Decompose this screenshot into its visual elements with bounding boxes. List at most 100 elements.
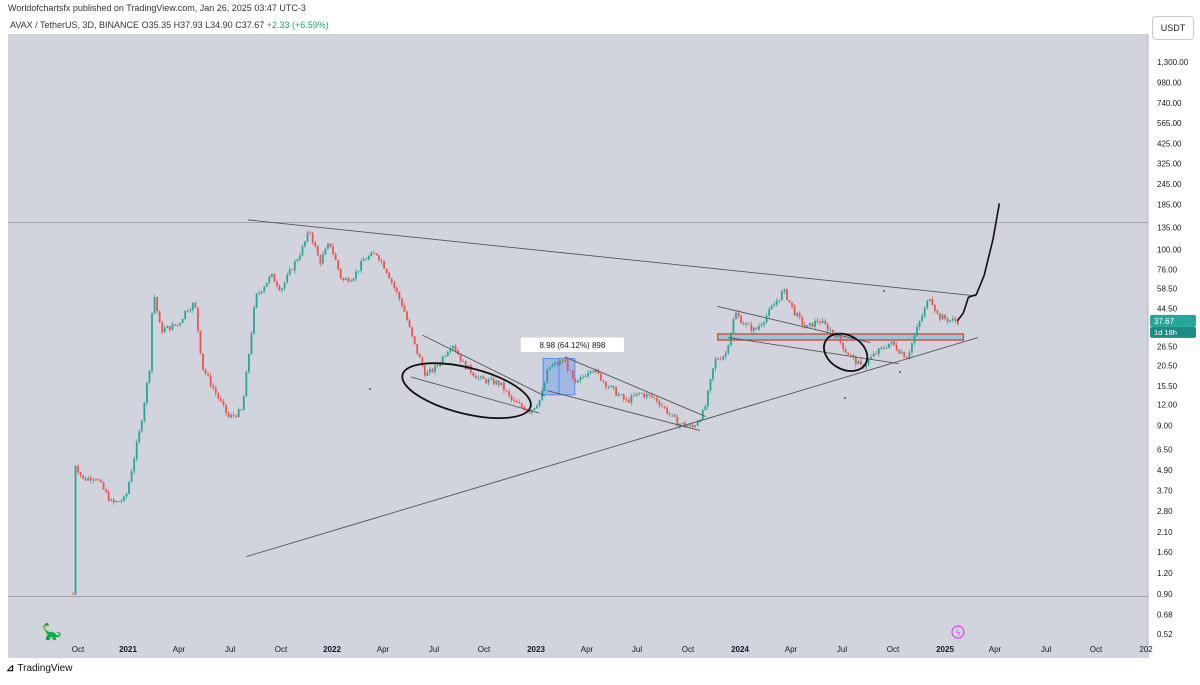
- candle-body: [821, 320, 824, 323]
- candle-body: [714, 358, 717, 369]
- y-tick-label: 740.00: [1157, 99, 1182, 108]
- candle-body: [418, 353, 421, 358]
- candle-body: [645, 394, 648, 398]
- candle-body: [77, 466, 79, 473]
- candle-body: [151, 312, 153, 371]
- dinosaur-icon: 🦕: [42, 622, 62, 641]
- candle-body: [923, 307, 926, 316]
- x-tick-label: 2021: [119, 645, 137, 654]
- candle-body: [579, 377, 582, 381]
- candle-body: [74, 466, 77, 594]
- candle-body: [518, 402, 521, 404]
- candle-body: [248, 354, 250, 372]
- countdown-value: 1d 18h: [1154, 328, 1177, 337]
- candle-body: [888, 343, 890, 348]
- candle-body: [487, 379, 490, 383]
- candle-body: [717, 358, 720, 360]
- y-tick-label: 9.00: [1157, 422, 1173, 431]
- candle-body: [311, 232, 314, 243]
- candle-body: [222, 400, 225, 405]
- candle-body: [347, 278, 350, 282]
- candle-body: [242, 396, 245, 411]
- candle-body: [867, 359, 870, 365]
- candle-body: [722, 356, 725, 360]
- candle-body: [240, 409, 243, 411]
- x-tick-label: Apr: [377, 645, 390, 654]
- candle-body: [844, 349, 847, 353]
- candle-body: [684, 422, 686, 427]
- candle-body: [666, 407, 669, 414]
- candle-body: [375, 253, 378, 256]
- candle-body: [847, 352, 850, 355]
- candle-body: [656, 397, 658, 402]
- y-tick-label: 135.00: [1157, 224, 1182, 233]
- x-tick-label: Apr: [785, 645, 798, 654]
- candle-body: [191, 303, 194, 310]
- candle-body: [510, 395, 513, 401]
- candle-body: [694, 425, 697, 427]
- candle-body: [100, 480, 102, 483]
- x-tick-label: 202: [1139, 645, 1153, 654]
- candle-body: [566, 359, 569, 371]
- candle-body: [903, 352, 906, 358]
- candle-body: [816, 320, 819, 323]
- candle-body: [423, 365, 426, 376]
- candle-body: [592, 371, 595, 373]
- candle-body: [421, 357, 424, 366]
- candle-body: [791, 302, 793, 307]
- candle-body: [454, 345, 457, 351]
- candle-body: [434, 365, 436, 372]
- 2022-bottom-circle: [401, 362, 532, 420]
- candle-body: [102, 482, 105, 490]
- candle-body: [92, 479, 95, 481]
- candle-body: [663, 406, 666, 408]
- candle-body: [197, 307, 199, 331]
- candle-body: [765, 315, 768, 323]
- candle-body: [163, 328, 166, 333]
- candle-body: [117, 501, 120, 502]
- candle-body: [834, 333, 837, 338]
- candle-body: [589, 371, 592, 374]
- candle-body: [831, 329, 834, 334]
- candle-body: [355, 271, 357, 279]
- candle-body: [250, 333, 253, 355]
- candle-body: [171, 324, 174, 331]
- candle-body: [365, 259, 368, 261]
- candle-body: [431, 368, 434, 372]
- candle-body: [854, 356, 857, 365]
- candle-body: [235, 415, 238, 417]
- x-tick-label: 2024: [731, 645, 749, 654]
- candle-body: [625, 399, 628, 401]
- ohlc-change: +2.33 (+6.59%): [266, 20, 329, 30]
- candle-body: [640, 393, 643, 394]
- candle-body: [617, 394, 620, 396]
- candle-body: [301, 246, 304, 256]
- symbol-name: AVAX / TetherUS, 3D, BINANCE: [10, 20, 140, 30]
- last-price-badge: [1150, 314, 1196, 327]
- candle-body: [737, 313, 740, 317]
- y-tick-label: 2.80: [1157, 507, 1173, 516]
- candle-body: [110, 499, 113, 501]
- candle-body: [299, 255, 301, 260]
- candle-body: [786, 289, 788, 301]
- candle-body: [648, 394, 651, 396]
- ohlc-low: L34.90: [205, 20, 233, 30]
- candle-body: [936, 310, 939, 314]
- currency-selector[interactable]: USDT: [1152, 16, 1194, 40]
- candle-body: [554, 362, 556, 365]
- y-tick-label: 1.60: [1157, 548, 1173, 557]
- candle-body: [788, 300, 791, 303]
- candle-body: [905, 357, 908, 359]
- candle-body: [263, 286, 266, 292]
- candle-body: [255, 293, 258, 308]
- candle-body: [875, 353, 878, 355]
- candle-body: [174, 324, 176, 326]
- candle-body: [620, 394, 623, 396]
- candle-body: [383, 261, 385, 269]
- event-icon: [951, 625, 965, 639]
- candle-body: [441, 356, 444, 364]
- candle-body: [880, 347, 883, 349]
- ohlc-high: H37.93: [173, 20, 203, 30]
